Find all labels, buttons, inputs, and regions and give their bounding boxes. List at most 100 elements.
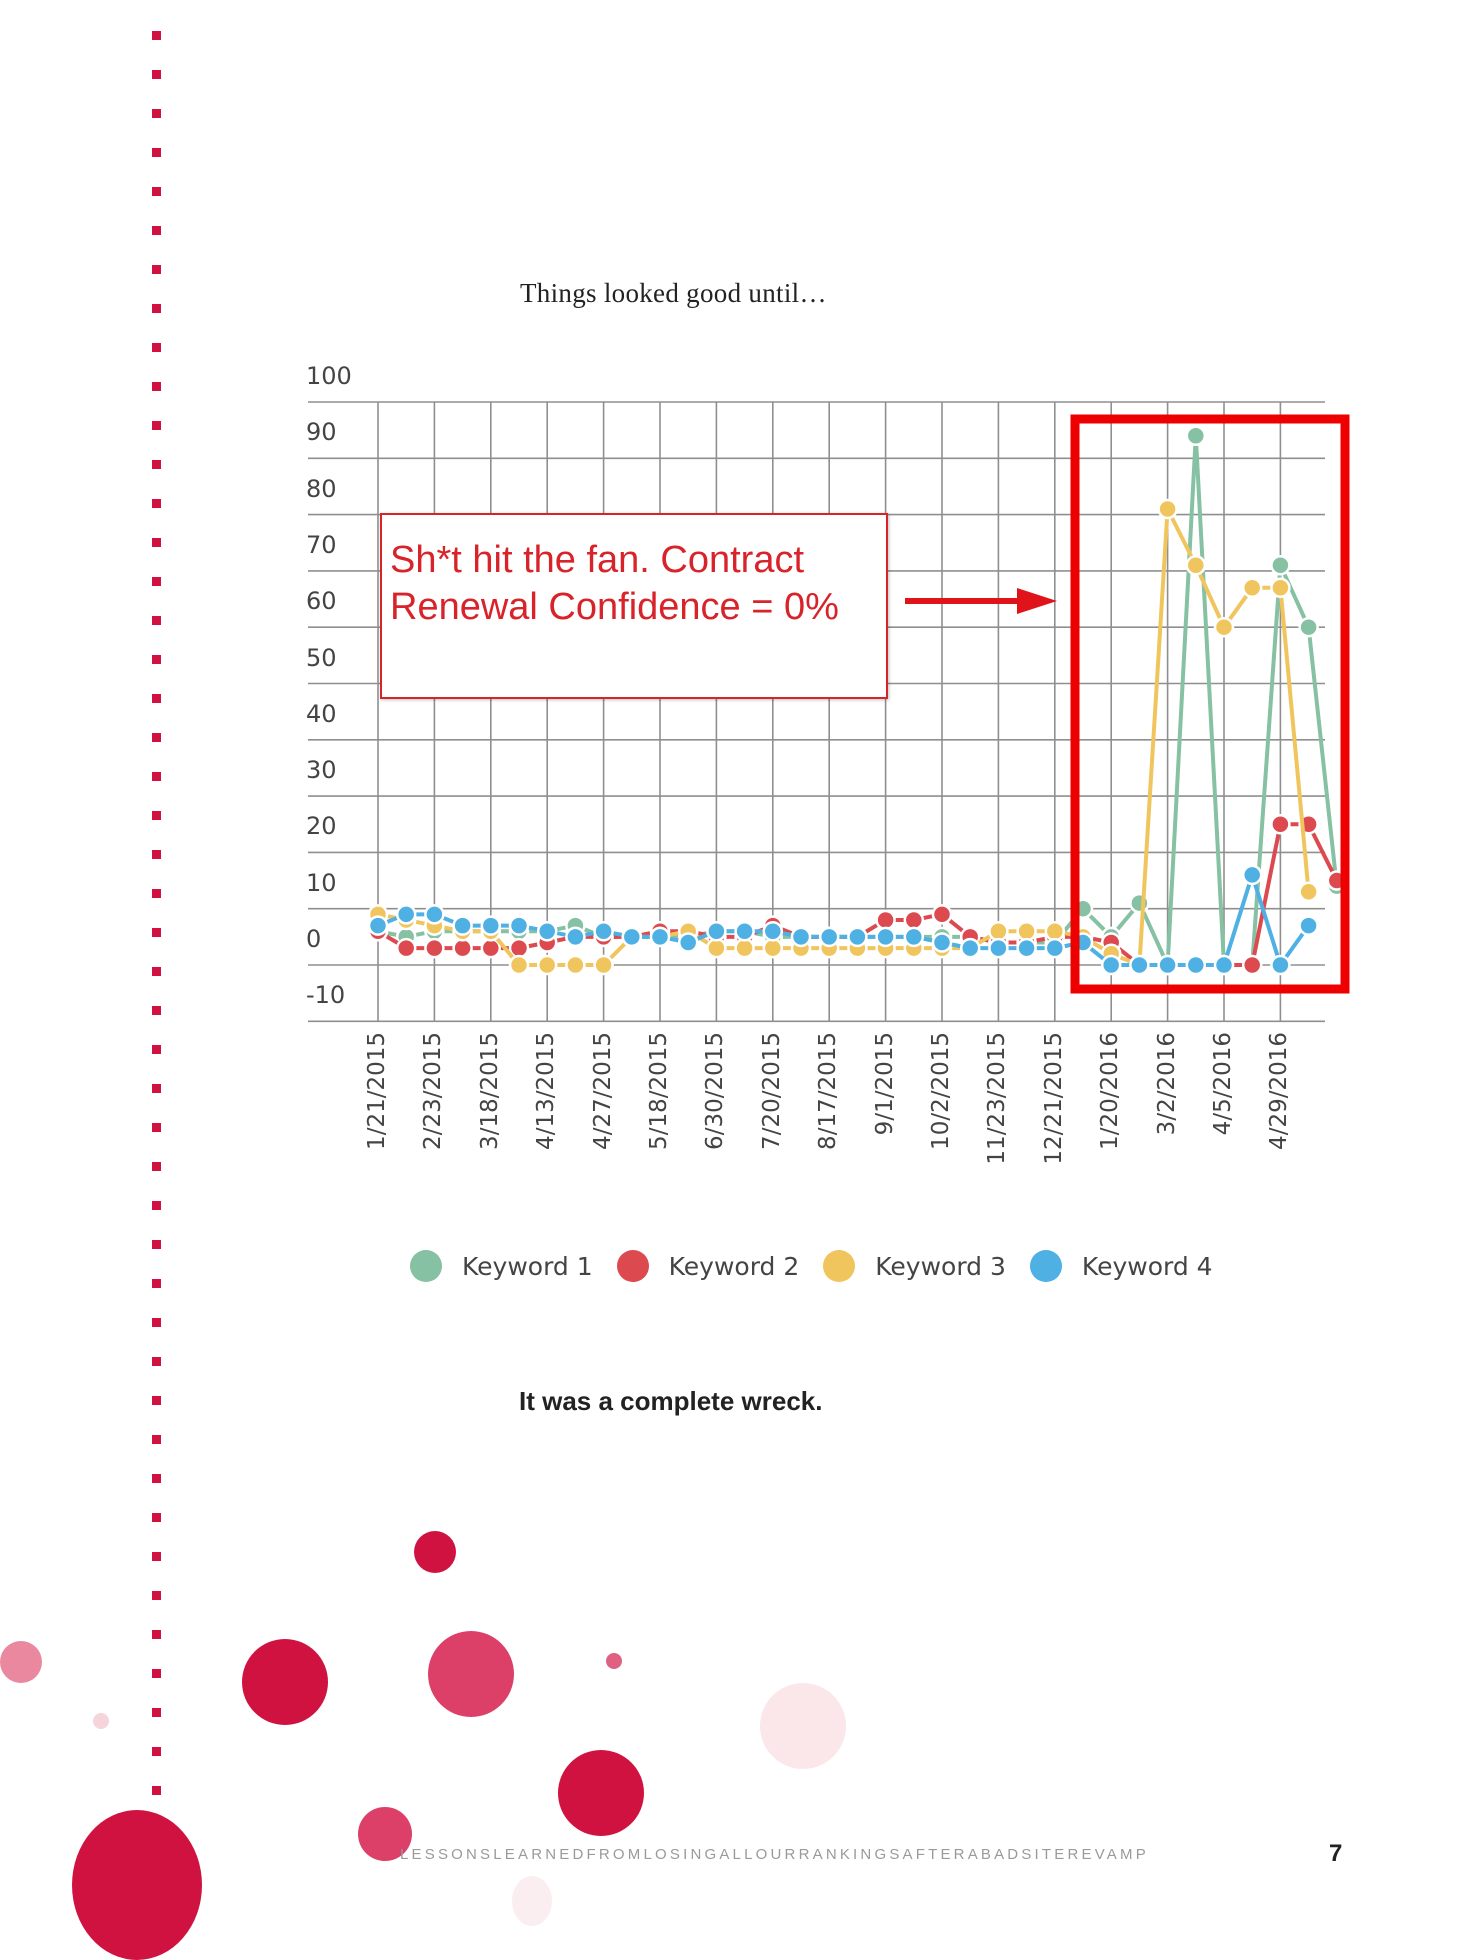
data-point [565, 954, 586, 976]
decor-circle [358, 1807, 412, 1861]
data-point [1298, 915, 1319, 936]
data-point [1100, 954, 1122, 976]
legend-label: Keyword 2 [668, 1251, 800, 1281]
data-point [1157, 954, 1178, 976]
rule-dot [152, 850, 161, 859]
x-tick-label: 3/2/2016 [1153, 1032, 1180, 1136]
rule-dot [152, 265, 161, 274]
legend-label: Keyword 3 [875, 1251, 1006, 1281]
data-point [424, 937, 445, 959]
data-point [734, 920, 755, 942]
rule-dot [152, 382, 161, 391]
rule-dot [152, 733, 161, 742]
rule-dot [152, 1435, 161, 1444]
data-point [818, 926, 840, 948]
rule-dot [152, 1552, 161, 1561]
data-point [1298, 881, 1319, 903]
data-point [1129, 892, 1150, 914]
data-point [1044, 920, 1066, 942]
outro-text: It was a complete wreck. [519, 1386, 823, 1416]
data-point [424, 904, 445, 925]
rule-dot [152, 889, 161, 898]
rule-dot [152, 538, 161, 547]
data-point [790, 926, 812, 948]
rule-dot [152, 1318, 161, 1327]
x-tick-label: 2/23/2015 [420, 1032, 447, 1150]
callout-box: Sh*t hit the fan. Contract Renewal Confi… [380, 513, 888, 699]
rule-dot [152, 1396, 161, 1405]
legend-label: Keyword 1 [462, 1251, 593, 1281]
data-point [959, 937, 981, 959]
legend-swatch-icon [410, 1250, 442, 1282]
rule-dot [152, 1006, 161, 1015]
y-tick-label: 10 [306, 868, 337, 897]
arrow-head-icon [1017, 588, 1057, 614]
x-tick-label: 11/23/2015 [984, 1032, 1011, 1165]
rule-dot [152, 70, 161, 79]
rule-dot [152, 1747, 161, 1756]
data-point [367, 915, 389, 936]
y-tick-label: 30 [306, 756, 337, 785]
x-tick-label: 1/21/2015 [364, 1032, 390, 1150]
rule-dot [152, 1279, 161, 1288]
y-tick-label: 100 [306, 362, 352, 390]
data-point [988, 920, 1009, 942]
rule-dot [152, 577, 161, 586]
y-tick-label: 70 [306, 530, 337, 559]
data-point [536, 954, 558, 976]
data-point [593, 954, 614, 976]
decor-circle [414, 1531, 456, 1573]
page-number: 7 [1329, 1840, 1343, 1867]
x-tick-label: 4/27/2015 [589, 1032, 616, 1150]
decor-circle [760, 1683, 846, 1769]
data-point [706, 937, 727, 959]
legend-swatch-icon [1029, 1250, 1062, 1282]
x-tick-label: 3/18/2015 [476, 1032, 503, 1150]
data-point [1270, 555, 1291, 576]
rule-dot [152, 967, 161, 976]
rule-dot [152, 928, 161, 937]
x-tick-label: 6/30/2015 [702, 1032, 729, 1150]
y-tick-label: 90 [306, 418, 337, 447]
data-point [988, 937, 1009, 959]
data-point [1016, 937, 1037, 959]
legend-swatch-icon [616, 1250, 649, 1282]
y-tick-label: 40 [306, 699, 337, 728]
decorative-dotted-rule [152, 0, 164, 1800]
series-line [377, 506, 1311, 967]
data-point [762, 920, 784, 942]
data-point [649, 926, 671, 948]
rule-dot [152, 1669, 161, 1678]
data-point [593, 920, 614, 942]
data-point [565, 926, 586, 948]
decor-circle [512, 1876, 552, 1926]
decor-circle [93, 1713, 109, 1729]
decor-circle [428, 1631, 514, 1717]
x-tick-label: 8/17/2015 [815, 1032, 842, 1150]
data-point [1185, 425, 1207, 447]
footer-document-title: LESSONSLEARNEDFROMLOSINGALLOURRANKINGSAF… [400, 1846, 1149, 1863]
decor-circle [242, 1639, 328, 1725]
data-point [1129, 954, 1150, 976]
y-tick-label: 20 [306, 812, 337, 841]
data-point [621, 926, 643, 948]
rule-dot [152, 343, 161, 352]
data-point [1044, 937, 1066, 959]
rule-dot [152, 1786, 161, 1795]
rule-dot [152, 421, 161, 430]
rule-dot [152, 1513, 161, 1522]
data-point [1185, 954, 1207, 976]
legend-swatch-icon [823, 1250, 856, 1282]
x-tick-label: 10/2/2015 [928, 1032, 954, 1150]
data-point [1270, 814, 1291, 835]
x-tick-label: 12/21/2015 [1040, 1032, 1067, 1165]
x-tick-label: 1/20/2016 [1097, 1032, 1124, 1150]
data-point [1298, 616, 1319, 638]
data-point [395, 904, 417, 925]
rule-dot [152, 31, 161, 40]
legend-item: Keyword 3 [823, 1250, 1006, 1282]
rule-dot [152, 1630, 161, 1639]
data-point [452, 937, 473, 959]
intro-text: Things looked good until… [520, 278, 827, 308]
x-tick-label: 4/13/2015 [533, 1032, 560, 1150]
